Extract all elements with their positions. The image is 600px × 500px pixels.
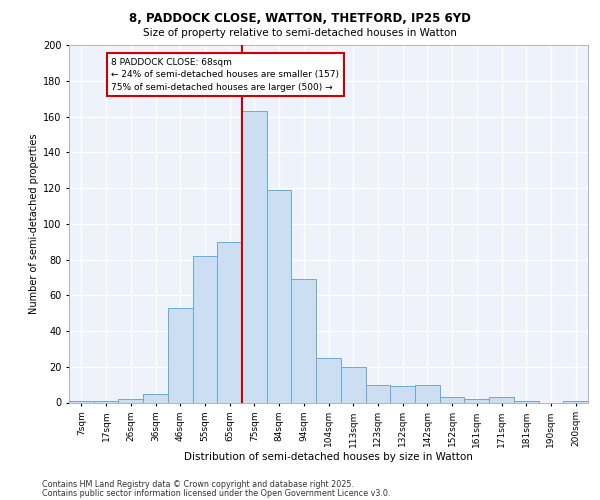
- Bar: [440, 397, 464, 402]
- Bar: [69, 400, 94, 402]
- Bar: [143, 394, 168, 402]
- Bar: [267, 190, 292, 402]
- Text: Contains public sector information licensed under the Open Government Licence v3: Contains public sector information licen…: [42, 488, 391, 498]
- Bar: [168, 308, 193, 402]
- Bar: [217, 242, 242, 402]
- Bar: [118, 399, 143, 402]
- Bar: [242, 111, 267, 403]
- Text: 8 PADDOCK CLOSE: 68sqm
← 24% of semi-detached houses are smaller (157)
75% of se: 8 PADDOCK CLOSE: 68sqm ← 24% of semi-det…: [111, 58, 339, 92]
- Bar: [464, 399, 489, 402]
- Bar: [292, 279, 316, 402]
- X-axis label: Distribution of semi-detached houses by size in Watton: Distribution of semi-detached houses by …: [184, 452, 473, 462]
- Bar: [365, 384, 390, 402]
- Text: Contains HM Land Registry data © Crown copyright and database right 2025.: Contains HM Land Registry data © Crown c…: [42, 480, 354, 489]
- Bar: [563, 400, 588, 402]
- Y-axis label: Number of semi-detached properties: Number of semi-detached properties: [29, 134, 38, 314]
- Bar: [489, 397, 514, 402]
- Text: 8, PADDOCK CLOSE, WATTON, THETFORD, IP25 6YD: 8, PADDOCK CLOSE, WATTON, THETFORD, IP25…: [129, 12, 471, 26]
- Bar: [341, 367, 365, 402]
- Bar: [94, 400, 118, 402]
- Bar: [514, 400, 539, 402]
- Bar: [415, 384, 440, 402]
- Bar: [390, 386, 415, 402]
- Bar: [316, 358, 341, 403]
- Bar: [193, 256, 217, 402]
- Text: Size of property relative to semi-detached houses in Watton: Size of property relative to semi-detach…: [143, 28, 457, 38]
